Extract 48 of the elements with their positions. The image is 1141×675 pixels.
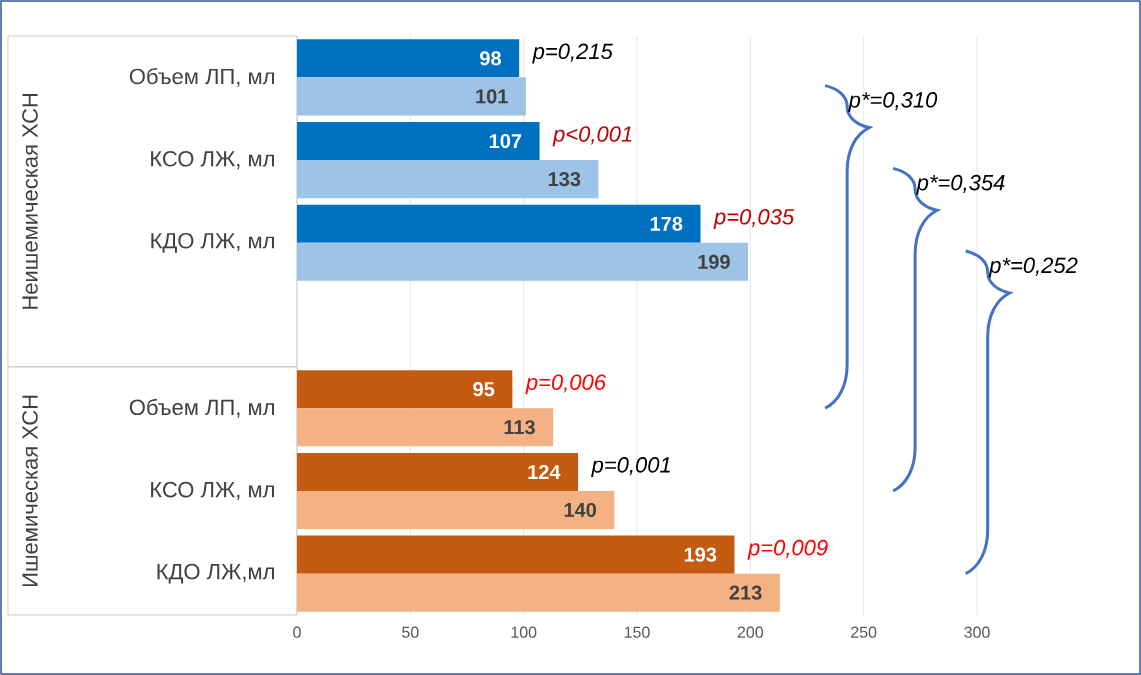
data-label: 213 <box>729 585 762 600</box>
y-tick-label: КДО ЛЖ, мл <box>151 232 274 253</box>
data-label: 193 <box>684 547 717 562</box>
text: Неишемическая ХСН <box>22 93 38 309</box>
data-label: 95 <box>473 382 495 397</box>
bar <box>297 242 749 281</box>
x-tick-label: 200 <box>737 626 764 638</box>
data-label: 140 <box>564 502 596 518</box>
annotation: p=0,035 <box>713 208 795 229</box>
y-tick-label: КСО ЛЖ, мл <box>151 481 274 501</box>
y-tick-label: Объем ЛП, мл <box>129 398 274 418</box>
annotation: p*=0,310 <box>848 92 938 113</box>
bar <box>297 535 735 574</box>
bar <box>297 77 526 116</box>
x-tick-label: 250 <box>851 626 877 638</box>
bar <box>297 573 780 612</box>
x-tick-label: 0 <box>293 626 301 638</box>
annotation: p=0,009 <box>747 539 828 560</box>
annotation: p=0,001 <box>591 457 670 478</box>
bar <box>297 370 513 409</box>
x-tick-label: 300 <box>964 626 990 638</box>
bar <box>297 160 599 199</box>
x-tick-label: 100 <box>511 626 537 638</box>
data-label: 199 <box>698 254 730 269</box>
bar <box>297 408 554 447</box>
bar <box>297 122 540 161</box>
y-tick-label: Объем ЛП, мл <box>129 67 274 87</box>
annotation: p*=0,354 <box>916 174 1005 195</box>
annotation: p=0,006 <box>525 374 606 395</box>
data-label: 133 <box>548 172 581 187</box>
annotation: p<0,001 <box>552 126 632 147</box>
data-label: 113 <box>504 420 535 435</box>
bar <box>297 452 579 491</box>
data-label: 101 <box>476 89 508 104</box>
text: p*=0,252 <box>988 257 1078 278</box>
bar <box>297 204 701 243</box>
text: Ишемическая ХСН <box>22 395 38 587</box>
bar <box>297 490 615 529</box>
y-tick-label: КСО ЛЖ, мл <box>151 150 274 170</box>
x-tick-label: 50 <box>402 626 419 638</box>
data-label: 98 <box>480 51 501 66</box>
data-label: 107 <box>489 133 522 149</box>
data-label: 178 <box>650 216 683 231</box>
data-label: 124 <box>528 464 561 479</box>
annotation: p=0,215 <box>532 43 613 64</box>
bar <box>297 39 520 78</box>
y-tick-label: КДО ЛЖ,мл <box>157 563 274 584</box>
x-tick-label: 150 <box>624 626 650 638</box>
